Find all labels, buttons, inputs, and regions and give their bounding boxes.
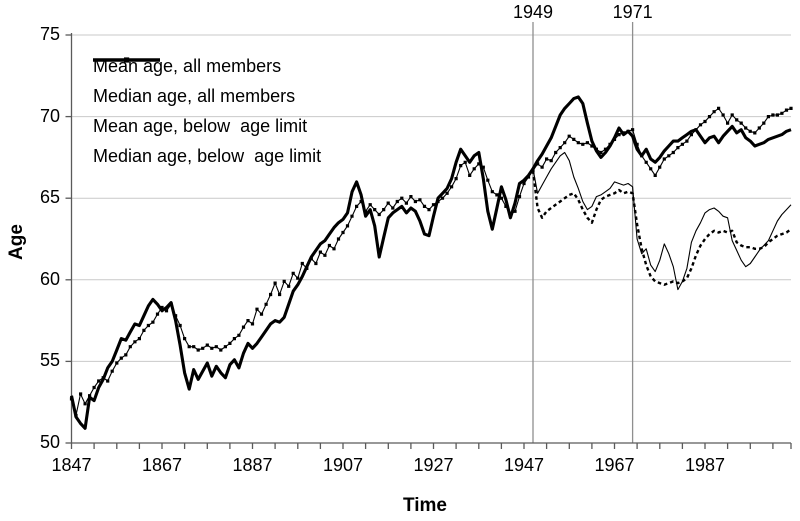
y-tick-label-55: 55 — [39, 350, 60, 371]
legend-label: Median age, below age limit — [93, 146, 322, 166]
y-tick-label-50: 50 — [39, 432, 60, 452]
series-line-mean-age-all-members — [70, 107, 792, 416]
x-tick-label-1967: 1967 — [594, 455, 635, 475]
x-tick-label-1927: 1927 — [413, 455, 454, 475]
y-tick-label-75: 75 — [39, 24, 60, 44]
x-tick-label-1887: 1887 — [232, 455, 273, 475]
series-line-median-age-below-age-limit — [532, 151, 792, 291]
legend-item-median-all: Median age, all members — [93, 58, 321, 111]
x-axis-title: Time — [402, 495, 447, 516]
legend-item-median-below: Median age, below age limit — [93, 59, 322, 171]
legend: Mean age, all members Median age, all me… — [93, 51, 321, 171]
y-tick-label-60: 60 — [39, 268, 60, 289]
x-tick-label-1867: 1867 — [141, 455, 183, 475]
median-below-line-sample-icon — [93, 59, 160, 61]
event-line-label-1971: 1971 — [612, 2, 653, 22]
legend-item-mean-below: Mean age, below age limit — [93, 58, 321, 141]
legend-label: Median age, all members — [93, 86, 296, 106]
y-axis-title: Age — [6, 224, 27, 260]
x-tick-label-1987: 1987 — [684, 455, 726, 475]
legend-label: Mean age, below age limit — [93, 116, 308, 136]
event-line-label-1949: 1949 — [513, 2, 554, 22]
x-tick-label-1847: 1847 — [51, 455, 92, 475]
series-line-median-age-all-members — [69, 95, 792, 430]
x-tick-label-1947: 1947 — [503, 455, 545, 475]
series-line-mean-age-below-age-limit — [531, 170, 792, 286]
x-tick-label-1907: 1907 — [322, 455, 364, 475]
y-tick-label-70: 70 — [39, 105, 60, 126]
y-tick-label-65: 65 — [39, 187, 60, 208]
